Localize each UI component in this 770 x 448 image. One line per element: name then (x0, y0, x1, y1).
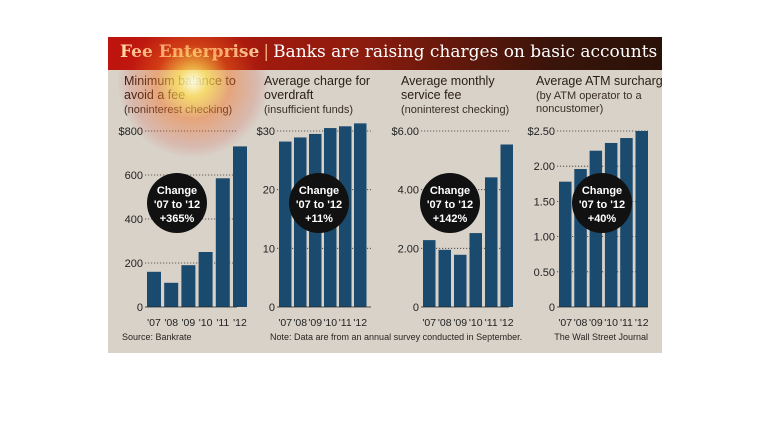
y-tick-label: $800 (119, 126, 143, 138)
x-tick-label: '11 (339, 317, 352, 329)
y-tick-label: 4.00 (398, 185, 419, 197)
x-tick-label: '08 (438, 317, 452, 329)
panel-title-line: Minimum balance to (124, 74, 236, 88)
x-tick-label: '12 (635, 317, 649, 329)
panel-subtitle-line: (by ATM operator to a (536, 90, 642, 102)
bar (620, 138, 633, 307)
x-tick-label: '09 (589, 317, 603, 329)
graphic-title: Fee Enterprise (120, 42, 260, 62)
panel-title-line: service fee (401, 88, 461, 102)
change-badge-label: Change (157, 185, 197, 197)
bar (215, 178, 230, 307)
x-tick-label: '11 (485, 317, 498, 329)
survey-note: Note: Data are from an annual survey con… (270, 332, 522, 342)
bar (279, 141, 292, 307)
change-badge-label: Change (582, 185, 622, 197)
x-tick-label: '10 (199, 317, 213, 329)
y-tick-label: 0 (549, 302, 555, 314)
x-tick-label: '09 (182, 317, 196, 329)
title-separator: | (263, 42, 270, 62)
x-tick-label: '11 (216, 317, 229, 329)
y-tick-label: 20 (263, 185, 275, 197)
y-tick-label: 2.00 (398, 243, 419, 255)
x-tick-label: '09 (453, 317, 467, 329)
change-badge-label: Change (299, 185, 339, 197)
change-badge (147, 173, 207, 233)
credit: The Wall Street Journal (554, 332, 648, 342)
y-tick-label: 0 (137, 302, 143, 314)
change-badge-value: +365% (160, 213, 195, 225)
y-tick-label: 600 (125, 170, 143, 182)
y-tick-label: 0 (413, 302, 419, 314)
bar (233, 146, 247, 307)
change-badge-label: Change (430, 185, 470, 197)
change-badge-period: '07 to '12 (427, 199, 473, 211)
panel-title-line: avoid a fee (124, 88, 185, 102)
bar (500, 144, 513, 307)
infographic: Minimum balance to avoid a fee (noninteres… (108, 37, 662, 353)
y-tick-label: $6.00 (391, 126, 419, 138)
y-tick-label: 0 (269, 302, 275, 314)
x-tick-label: '09 (308, 317, 322, 329)
y-tick-label: 10 (263, 243, 275, 255)
x-tick-label: '08 (293, 317, 307, 329)
y-tick-label: 0.50 (534, 267, 555, 279)
title-text: Fee Enterprise | Banks are raising charges… (120, 42, 657, 62)
x-tick-label: '08 (574, 317, 588, 329)
bar (147, 271, 161, 307)
y-tick-label: $2.50 (527, 126, 555, 138)
change-badge-value: +11% (305, 213, 333, 225)
panel-title-line: Average monthly (401, 74, 495, 88)
x-tick-label: '10 (469, 317, 483, 329)
x-tick-label: '10 (604, 317, 618, 329)
bar (181, 265, 196, 307)
panel-title-line: overdraft (264, 88, 314, 102)
x-tick-label: '07 (278, 317, 292, 329)
change-badge-value: +40% (588, 213, 617, 225)
panel-subtitle: (noninterest checking) (124, 104, 232, 116)
bar (198, 252, 213, 307)
x-tick-label: '07 (422, 317, 436, 329)
panel-subtitle: (noninterest checking) (401, 104, 509, 116)
title-bar: Fee Enterprise | Banks are raising charges… (108, 37, 662, 70)
y-tick-label: 1.50 (534, 196, 555, 208)
x-tick-label: '12 (233, 317, 247, 329)
bar (469, 233, 482, 307)
panel-title-line: Average charge for (264, 74, 370, 88)
x-tick-label: '10 (323, 317, 337, 329)
change-badge (420, 173, 480, 233)
panel-subtitle-line: noncustomer) (536, 103, 603, 115)
bar (559, 181, 572, 307)
graphic-subtitle: Banks are raising charges on basic accou… (273, 42, 658, 62)
x-tick-label: '07 (147, 317, 161, 329)
change-badge-period: '07 to '12 (296, 199, 342, 211)
bar (454, 254, 467, 307)
bar (635, 131, 648, 307)
y-tick-label: 400 (125, 214, 143, 226)
panel-subtitle: (insufficient funds) (264, 104, 353, 116)
y-tick-label: 1.00 (534, 232, 555, 244)
y-tick-label: 200 (125, 258, 143, 270)
x-tick-label: '08 (164, 317, 178, 329)
bar (438, 249, 451, 307)
y-tick-label: $30 (257, 126, 275, 138)
panel-title-line: Average ATM surcharge (536, 74, 662, 88)
bar (423, 240, 436, 307)
bar (485, 177, 498, 307)
change-badge (572, 173, 632, 233)
y-tick-label: 2.00 (534, 161, 555, 173)
change-badge (289, 173, 349, 233)
change-badge-period: '07 to '12 (579, 199, 625, 211)
x-tick-label: '11 (620, 317, 633, 329)
bar (164, 282, 179, 307)
x-tick-label: '12 (500, 317, 514, 329)
bar (354, 123, 367, 307)
change-badge-period: '07 to '12 (154, 199, 200, 211)
x-tick-label: '12 (353, 317, 367, 329)
x-tick-label: '07 (558, 317, 572, 329)
change-badge-value: +142% (433, 213, 468, 225)
source-note: Source: Bankrate (122, 332, 192, 342)
